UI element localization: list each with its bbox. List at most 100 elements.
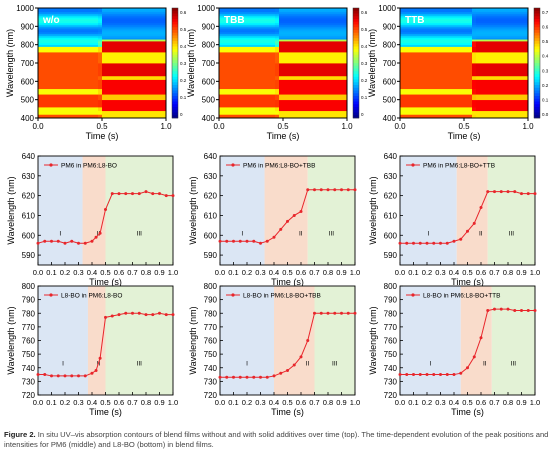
heatmap-cell (327, 44, 332, 47)
heatmap-cell (94, 28, 99, 31)
heatmap-cell (299, 110, 304, 113)
heatmap-cell (154, 68, 159, 71)
heatmap-cell (339, 15, 344, 18)
heatmap-cell (54, 15, 59, 18)
heatmap-cell (243, 110, 248, 113)
heatmap-cell (263, 72, 268, 75)
heatmap-cell (106, 97, 111, 101)
heatmap-cell (432, 75, 437, 79)
heatmap-cell (440, 11, 445, 14)
heatmap-cell (243, 39, 248, 42)
heatmap-cell (146, 108, 151, 112)
heatmap-cell (335, 39, 340, 42)
heatmap-cell (404, 42, 409, 46)
heatmap-cell (283, 28, 288, 31)
heatmap-cell (138, 75, 143, 79)
heatmap-cell (311, 13, 316, 16)
heatmap-cell (243, 81, 248, 84)
heatmap-cell (295, 53, 300, 57)
heatmap-cell (38, 79, 43, 82)
heatmap-cell (299, 64, 304, 68)
heatmap-cell (50, 8, 55, 11)
heatmap-cell (126, 66, 131, 69)
heatmap-cell (134, 103, 139, 106)
heatmap-cell (158, 55, 163, 58)
heatmap-cell (464, 59, 469, 62)
heatmap-cell (58, 61, 63, 64)
colorbar-step (353, 54, 359, 58)
heatmap-cell (94, 85, 99, 88)
heatmap-cell (94, 50, 99, 53)
heatmap-cell (408, 44, 413, 47)
heatmap-cell (86, 19, 91, 22)
heatmap-cell (339, 110, 344, 113)
heatmap-cell (311, 42, 316, 46)
colorbar-tick-label: 0.4 (361, 44, 368, 49)
heatmap-cell (295, 85, 300, 88)
heatmap-cell (287, 64, 292, 68)
y-tick-label: 500 (202, 96, 216, 105)
heatmap-cell (239, 26, 244, 29)
colorbar-step (172, 101, 178, 105)
heatmap-cell (279, 13, 284, 16)
heatmap-cell (102, 96, 107, 99)
heatmap-cell (315, 9, 320, 13)
heatmap-cell (263, 96, 268, 99)
heatmap-cell (267, 108, 272, 112)
heatmap-cell (94, 30, 99, 33)
heatmap-cell (420, 30, 425, 33)
heatmap-cell (267, 74, 272, 77)
heatmap-cell (339, 108, 344, 112)
heatmap-cell (239, 105, 244, 108)
heatmap-cell (243, 44, 248, 47)
heatmap-cell (110, 66, 115, 69)
heatmap-cell (311, 35, 316, 38)
heatmap-cell (219, 59, 224, 62)
heatmap-cell (400, 96, 405, 99)
heatmap-cell (275, 61, 280, 64)
heatmap-cell (416, 72, 421, 75)
heatmap-cell (118, 35, 123, 38)
heatmap-cell (98, 88, 103, 91)
heatmap-cell (219, 30, 224, 33)
colorbar-tick-label: 0 (361, 112, 364, 117)
heatmap-cell (436, 112, 441, 115)
heatmap-cell (283, 53, 288, 57)
heatmap-cell (78, 55, 83, 58)
heatmap-cell (428, 35, 433, 38)
heatmap-cell (110, 92, 115, 95)
heatmap-cell (432, 108, 437, 112)
heatmap-cell (428, 17, 433, 20)
heatmap-cell (126, 52, 131, 55)
heatmap-cell (303, 112, 308, 115)
heatmap-cell (420, 37, 425, 40)
heatmap-cell (54, 9, 59, 13)
heatmap-cell (62, 112, 67, 115)
heatmap-cell (126, 9, 131, 13)
heatmap-cell (78, 46, 83, 49)
heatmap-cell (327, 15, 332, 18)
heatmap-cell (299, 19, 304, 22)
heatmap-cell (46, 110, 51, 113)
heatmap-cell (114, 74, 119, 77)
heatmap-cell (311, 101, 316, 104)
heatmap-cell (118, 39, 123, 42)
heatmap-cell (400, 114, 405, 117)
heatmap-cell (323, 66, 328, 69)
heatmap-cell (339, 57, 344, 60)
heatmap-cell (440, 90, 445, 93)
heatmap-cell (424, 52, 429, 55)
heatmap-cell (158, 42, 163, 46)
heatmap-cell (235, 70, 240, 73)
heatmap-cell (235, 108, 240, 112)
heatmap-cell (219, 110, 224, 113)
heatmap-cell (78, 31, 83, 35)
heatmap-cell (287, 33, 292, 36)
heatmap-cell (307, 83, 312, 86)
heatmap-cell (319, 83, 324, 86)
colorbar-step (172, 60, 178, 64)
heatmap-cell (78, 90, 83, 93)
heatmap-cell (46, 108, 51, 112)
heatmap-cell (412, 114, 417, 117)
heatmap-cell (311, 57, 316, 60)
